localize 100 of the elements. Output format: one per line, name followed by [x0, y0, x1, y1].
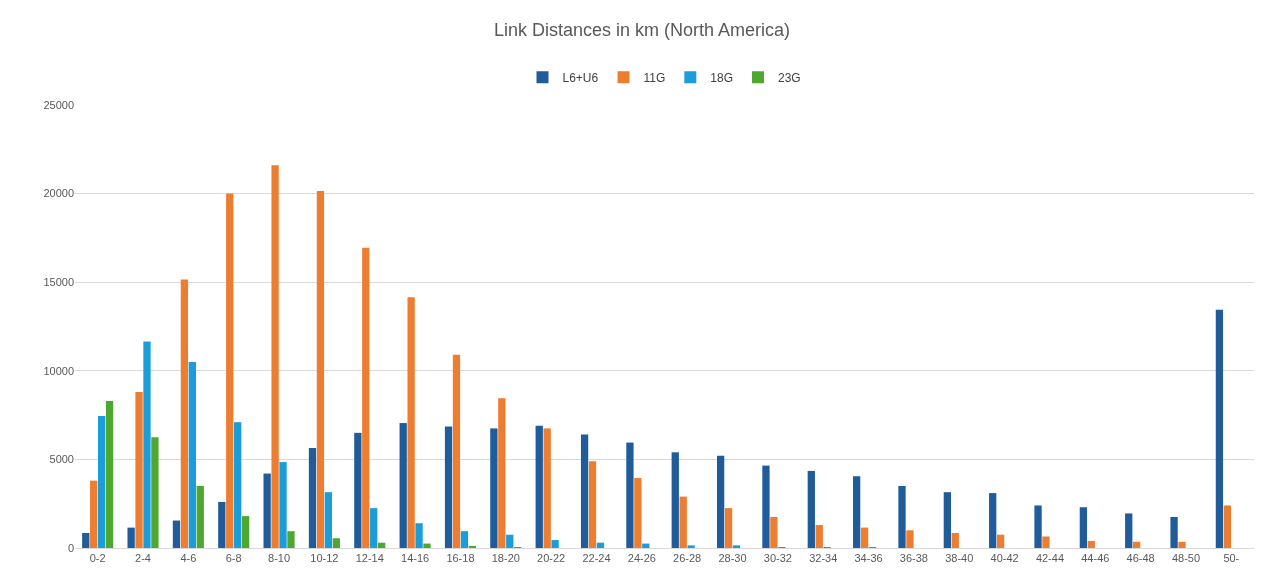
bar: [196, 485, 204, 548]
bar: [671, 452, 679, 548]
bar: [415, 523, 423, 548]
bar: [188, 361, 196, 548]
bar: [287, 531, 295, 548]
x-tick-label: 34-36: [854, 552, 883, 565]
bar: [580, 434, 589, 548]
bar: [271, 165, 279, 548]
bar: [354, 432, 362, 548]
bar: [506, 534, 514, 548]
y-tick-label: 25000: [43, 98, 74, 111]
legend-label: 18G: [710, 70, 734, 85]
x-tick-label: 32-34: [809, 552, 838, 565]
bar: [97, 415, 106, 548]
bar: [762, 465, 770, 548]
bar: [860, 527, 869, 548]
x-tick-label: 6-8: [225, 552, 242, 565]
bar: [226, 193, 234, 548]
bar: [815, 524, 823, 548]
x-tick-label: 12-14: [355, 552, 384, 565]
bar: [951, 532, 959, 548]
bar: [399, 423, 407, 548]
y-tick-label: 5000: [49, 453, 74, 466]
x-tick-label: 24-26: [627, 552, 656, 565]
x-tick-label: 50-: [1223, 552, 1240, 565]
x-tick-label: 46-48: [1126, 552, 1155, 565]
bar: [807, 470, 815, 548]
bar: [1223, 505, 1232, 548]
bar: [378, 542, 386, 548]
bar: [370, 508, 378, 548]
bar: [263, 473, 271, 548]
bar: [1034, 505, 1042, 548]
bar: [535, 425, 543, 548]
y-tick-label: 0: [67, 541, 74, 554]
bar: [105, 400, 114, 548]
x-tick-label: 40-42: [990, 552, 1019, 565]
bar: [444, 426, 453, 548]
bar: [1133, 541, 1141, 548]
x-tick-label: 4-6: [180, 552, 197, 565]
bar: [172, 520, 181, 548]
bar: [452, 354, 461, 548]
bar: [180, 279, 189, 548]
bar: [423, 543, 431, 548]
bar: [151, 437, 159, 548]
legend-label: 11G: [643, 70, 666, 85]
x-tick-label: 30-32: [763, 552, 792, 565]
bar: [687, 545, 695, 548]
y-tick-label: 10000: [43, 364, 74, 377]
bar: [1042, 536, 1050, 548]
bar: [498, 398, 506, 548]
bar: [1079, 507, 1088, 548]
bar: [241, 516, 250, 548]
bar: [551, 540, 559, 548]
x-tick-label: 20-22: [537, 552, 566, 565]
x-tick-label: 14-16: [401, 552, 430, 565]
bar: [626, 442, 634, 548]
bar: [716, 455, 725, 548]
bar: [90, 480, 98, 548]
bar: [234, 422, 242, 548]
bar: [218, 501, 226, 548]
bar: [543, 428, 551, 548]
x-tick-label: 42-44: [1035, 552, 1065, 565]
x-tick-label: 28-30: [718, 552, 747, 565]
bar: [1178, 541, 1186, 548]
bar: [127, 527, 135, 548]
x-tick-label: 48-50: [1171, 552, 1201, 565]
bar: [332, 538, 340, 548]
bar: [898, 485, 906, 548]
x-tick-label: 22-24: [582, 552, 611, 565]
bar: [407, 297, 415, 548]
bar: [1125, 513, 1133, 548]
y-tick-label: 15000: [43, 276, 74, 289]
legend-label: 23G: [778, 70, 801, 85]
x-tick-label: 38-40: [945, 552, 974, 565]
bar: [634, 478, 642, 548]
x-tick-label: 36-38: [899, 552, 928, 565]
bar: [679, 496, 687, 548]
bar: [362, 247, 370, 548]
bar: [943, 492, 951, 548]
bar: [596, 542, 605, 548]
bar: [996, 534, 1005, 548]
bar: [82, 532, 90, 548]
bar: [732, 545, 741, 548]
legend-label: L6+U6: [562, 70, 599, 85]
x-tick-label: 44-46: [1081, 552, 1110, 565]
x-tick-label: 10-12: [310, 552, 339, 565]
x-tick-label: 26-28: [673, 552, 702, 565]
bar: [324, 492, 333, 548]
chart-title: Link Distances in km (North America): [493, 19, 791, 40]
bar: [460, 531, 469, 548]
y-tick-label: 20000: [43, 187, 74, 200]
bar: [853, 476, 861, 548]
bar: [1170, 516, 1178, 548]
x-tick-label: 2-4: [135, 552, 151, 565]
bar: [279, 462, 287, 548]
bar: [770, 516, 778, 548]
bar: [316, 190, 325, 548]
x-tick-label: 18-20: [491, 552, 520, 565]
bar: [1215, 309, 1224, 548]
x-tick-label: 16-18: [446, 552, 475, 565]
